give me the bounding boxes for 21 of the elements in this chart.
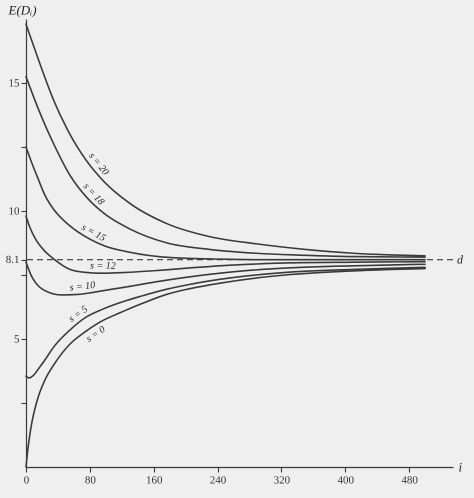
x-tick-label: 160	[146, 474, 163, 486]
x-tick-label: 0	[24, 474, 30, 486]
x-tick-label: 80	[84, 474, 96, 486]
y-tick-label: 10	[8, 206, 20, 218]
y-tick-label: 5	[14, 334, 20, 346]
x-tick-label: 240	[210, 474, 227, 486]
ref-line-label: d	[457, 252, 464, 267]
series-label: s = 12	[90, 260, 116, 272]
y-axis-title: E(Dᵢ)	[8, 2, 37, 18]
x-tick-label: 320	[274, 474, 291, 486]
text: s = 15	[80, 222, 108, 244]
text: s = 10	[69, 280, 96, 294]
text: s = 18	[80, 181, 106, 208]
x-tick-label: 480	[401, 474, 418, 486]
text: s = 5	[66, 304, 90, 325]
x-axis-title: i	[458, 460, 462, 474]
y-tick-label: 15	[8, 78, 20, 90]
text: s = 0	[84, 324, 108, 345]
y-tick-label: 8.1	[6, 254, 20, 266]
text: s = 20	[86, 150, 111, 178]
x-tick-label: 400	[338, 474, 354, 486]
